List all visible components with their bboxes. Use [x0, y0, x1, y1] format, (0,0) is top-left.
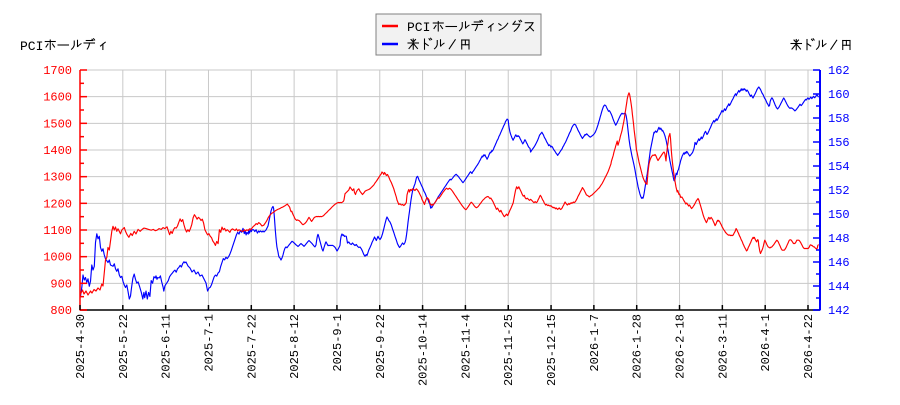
svg-text:2025-7-1: 2025-7-1 [202, 314, 216, 372]
svg-text:2025-8-12: 2025-8-12 [288, 314, 302, 379]
svg-text:2026-1-7: 2026-1-7 [588, 314, 602, 372]
svg-text:2026-4-1: 2026-4-1 [759, 314, 773, 372]
svg-text:2025-6-11: 2025-6-11 [160, 314, 174, 379]
svg-text:2025-11-25: 2025-11-25 [502, 314, 516, 386]
svg-text:2025-11-4: 2025-11-4 [459, 314, 473, 379]
svg-text:2026-4-22: 2026-4-22 [802, 314, 816, 379]
svg-text:PCI: PCI [407, 20, 430, 35]
svg-text:1300: 1300 [43, 171, 72, 185]
svg-text:156: 156 [828, 136, 850, 150]
svg-text:2025-9-1: 2025-9-1 [331, 314, 345, 372]
svg-text:1500: 1500 [43, 117, 72, 131]
svg-text:160: 160 [828, 88, 850, 102]
svg-text:144: 144 [828, 280, 850, 294]
svg-text:1700: 1700 [43, 64, 72, 78]
svg-text:2025-12-15: 2025-12-15 [545, 314, 559, 386]
svg-text:158: 158 [828, 112, 850, 126]
svg-text:162: 162 [828, 64, 850, 78]
svg-text:2026-2-18: 2026-2-18 [674, 314, 688, 379]
svg-text:2026-1-28: 2026-1-28 [631, 314, 645, 379]
svg-text:150: 150 [828, 208, 850, 222]
svg-text:148: 148 [828, 232, 850, 246]
svg-text:1200: 1200 [43, 197, 72, 211]
svg-text:2025-4-30: 2025-4-30 [74, 314, 88, 379]
svg-text:154: 154 [828, 160, 850, 174]
svg-text:1600: 1600 [43, 91, 72, 105]
svg-text:2025-10-14: 2025-10-14 [417, 314, 431, 386]
svg-text:1400: 1400 [43, 144, 72, 158]
svg-text:2025-7-22: 2025-7-22 [245, 314, 259, 379]
svg-text:2025-5-22: 2025-5-22 [117, 314, 131, 379]
svg-text:2025-9-22: 2025-9-22 [374, 314, 388, 379]
svg-text:142: 142 [828, 304, 850, 318]
svg-text:800: 800 [50, 304, 72, 318]
svg-text:152: 152 [828, 184, 850, 198]
svg-text:900: 900 [50, 277, 72, 291]
svg-text:1000: 1000 [43, 251, 72, 265]
svg-text:PCI: PCI [20, 39, 43, 54]
svg-text:1100: 1100 [43, 224, 72, 238]
svg-text:2026-3-11: 2026-3-11 [716, 314, 730, 379]
svg-text:146: 146 [828, 256, 850, 270]
